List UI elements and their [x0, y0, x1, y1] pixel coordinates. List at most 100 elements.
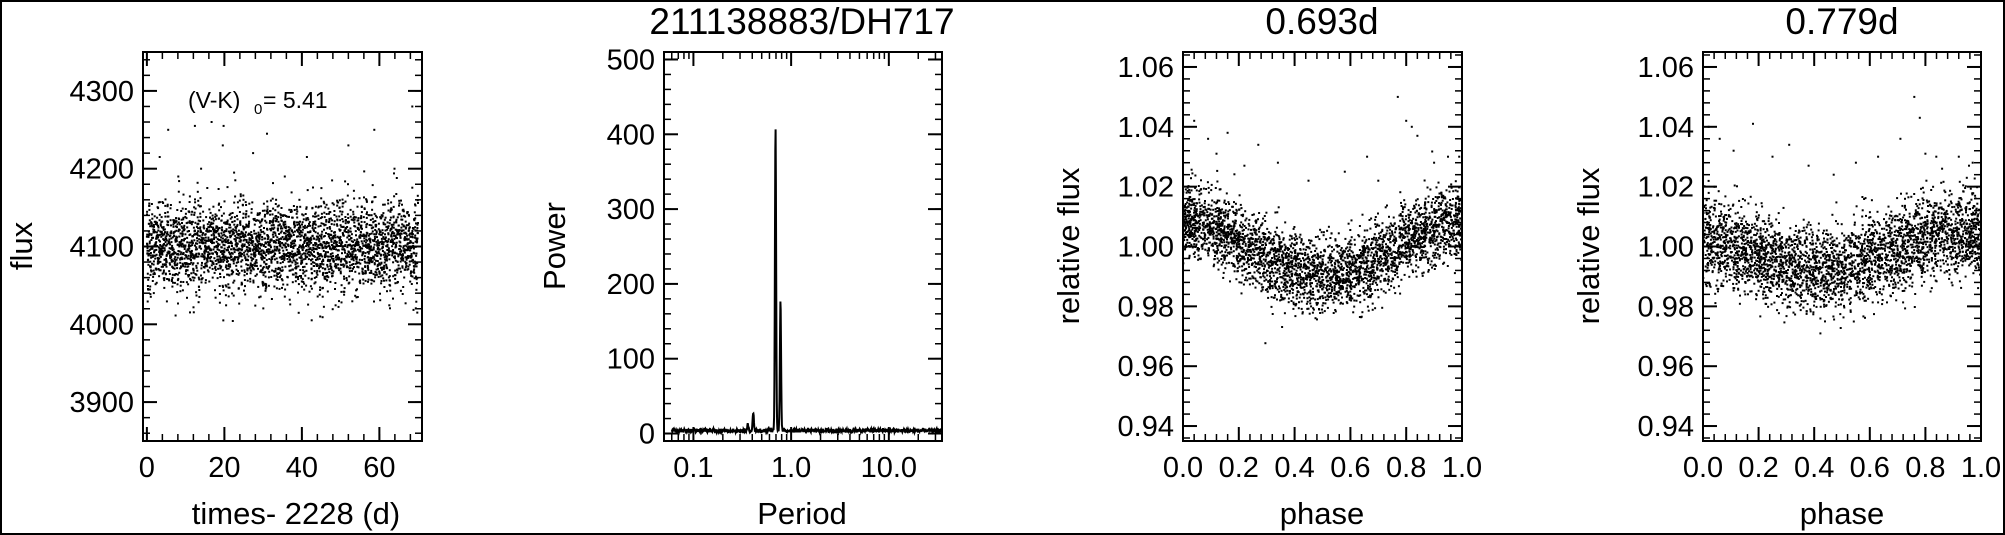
data-point — [310, 262, 313, 265]
data-point — [257, 252, 260, 255]
data-point — [196, 237, 198, 240]
data-point — [333, 260, 335, 263]
data-point — [1422, 250, 1425, 253]
data-point — [261, 209, 264, 212]
data-point — [314, 220, 317, 223]
data-point — [285, 255, 288, 257]
data-point — [270, 224, 273, 227]
data-point — [271, 233, 274, 236]
data-point — [316, 258, 319, 261]
data-point — [289, 233, 292, 236]
data-point — [345, 241, 348, 244]
data-point — [177, 277, 180, 280]
data-point — [218, 264, 221, 267]
outlier-point — [210, 121, 213, 123]
data-point — [1354, 269, 1357, 272]
data-point — [397, 255, 400, 258]
data-point — [1193, 233, 1196, 236]
data-point — [291, 261, 294, 264]
data-point — [318, 240, 321, 243]
data-point — [316, 264, 319, 267]
data-point — [168, 272, 171, 275]
data-point — [309, 230, 312, 233]
xtick-label: 20 — [208, 452, 240, 484]
data-point — [1225, 241, 1228, 244]
data-point — [1234, 241, 1237, 244]
data-point — [1256, 280, 1259, 283]
data-point — [402, 286, 405, 288]
data-point — [322, 250, 325, 252]
data-point — [213, 238, 215, 240]
data-point — [151, 262, 153, 265]
data-point — [410, 283, 413, 285]
data-point — [1318, 238, 1321, 241]
data-point — [209, 216, 212, 219]
data-point — [169, 234, 172, 237]
data-point — [288, 235, 291, 238]
data-point — [207, 245, 210, 248]
data-point — [185, 217, 188, 220]
data-point — [308, 221, 311, 224]
data-point — [404, 260, 407, 263]
data-point — [1299, 268, 1302, 271]
data-point — [204, 246, 207, 249]
ytick-label: 500 — [607, 44, 655, 76]
data-point — [1400, 239, 1403, 242]
data-point — [217, 227, 220, 230]
data-point — [209, 230, 212, 233]
data-point — [403, 251, 406, 254]
data-point — [180, 240, 183, 243]
data-point — [170, 232, 173, 235]
data-point — [236, 242, 239, 245]
data-point — [191, 253, 194, 256]
data-point — [275, 215, 278, 217]
data-point — [280, 230, 283, 233]
data-point — [352, 210, 355, 213]
data-point — [281, 286, 283, 289]
data-point — [206, 259, 209, 262]
data-point — [328, 271, 331, 273]
data-point — [270, 239, 273, 242]
data-point — [256, 240, 259, 243]
data-point — [306, 241, 309, 244]
data-point — [1399, 257, 1402, 260]
data-point — [260, 224, 263, 227]
data-point — [196, 181, 199, 184]
data-point — [1403, 255, 1406, 258]
data-point — [382, 236, 385, 239]
data-point — [386, 290, 388, 293]
data-point — [220, 259, 223, 262]
data-point — [254, 255, 256, 258]
data-point — [243, 243, 246, 246]
data-point — [1341, 302, 1344, 305]
data-point — [339, 210, 342, 213]
data-point — [252, 267, 255, 270]
outlier-point — [252, 152, 255, 155]
data-point — [1377, 262, 1380, 265]
data-point — [253, 223, 256, 226]
data-point — [287, 238, 290, 241]
data-point — [308, 222, 310, 225]
data-point — [164, 236, 167, 239]
data-point — [411, 186, 414, 189]
outlier-point — [177, 175, 180, 178]
data-point — [368, 233, 371, 236]
data-point — [368, 250, 371, 253]
data-point — [410, 241, 413, 244]
data-point — [382, 246, 384, 249]
data-point — [1269, 287, 1271, 290]
data-point — [1367, 274, 1370, 277]
data-point — [338, 258, 341, 261]
data-point — [298, 233, 301, 236]
data-point — [293, 259, 296, 262]
data-point — [279, 262, 282, 265]
xtick-label: 40 — [286, 452, 318, 484]
data-point — [240, 260, 243, 263]
data-point — [213, 236, 216, 239]
data-point — [408, 214, 410, 217]
data-point — [184, 272, 187, 275]
data-point — [281, 266, 284, 269]
data-point — [1219, 251, 1222, 254]
data-point — [241, 246, 244, 249]
data-point — [1407, 209, 1410, 212]
